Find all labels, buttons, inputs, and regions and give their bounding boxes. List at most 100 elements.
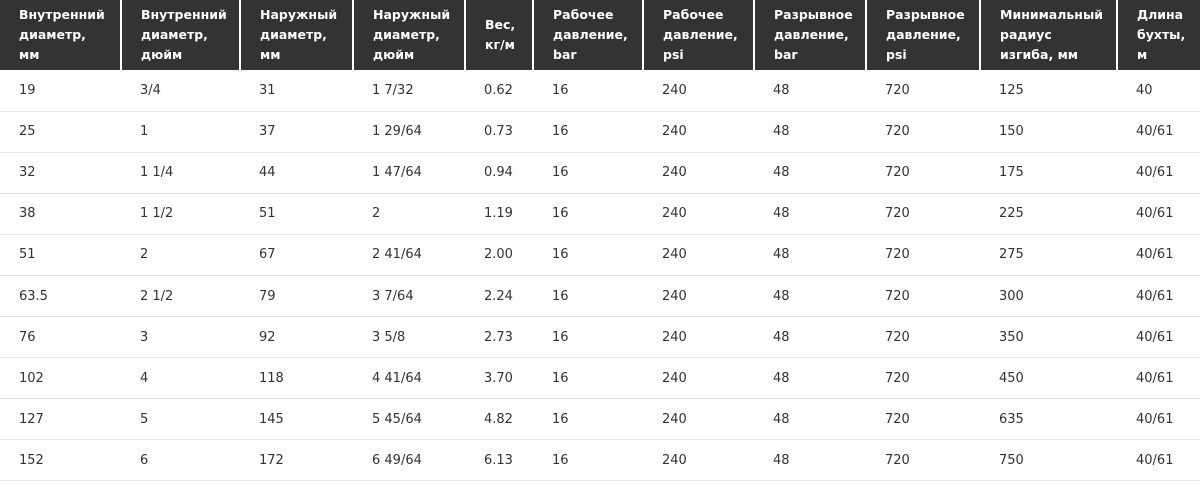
table-cell: 240 — [643, 316, 754, 359]
table-cell: 3/4 — [121, 70, 240, 112]
table-cell: 79 — [240, 275, 353, 318]
table-row: 76 3 92 3 5/8 2.73 16 240 48 720 350 40/61 — [0, 316, 1200, 359]
table-cell: 48 — [754, 357, 866, 400]
table-cell: 2.24 — [465, 275, 533, 318]
header-cell: Разрывное давление, psi — [866, 0, 981, 70]
table-row: 25 1 37 1 29/64 0.73 16 240 48 720 150 40/61 — [0, 111, 1200, 153]
header-cell: Вес, кг/м — [465, 0, 534, 70]
table-row: 152 6 172 6 49/64 6.13 16 240 48 720 750 40/61 — [0, 439, 1200, 482]
table-cell: 172 — [240, 439, 353, 482]
table-cell: 40/61 — [1117, 111, 1200, 153]
table-cell: 44 — [240, 152, 353, 194]
table-cell: 240 — [643, 439, 754, 482]
table-cell: 16 — [533, 316, 643, 359]
table-row: 32 1 1/4 44 1 47/64 0.94 16 240 48 720 175 40/61 — [0, 152, 1200, 194]
table-row: 63.5 2 1/2 79 3 7/64 2.24 16 240 48 720 300 40/61 — [0, 275, 1200, 318]
table-cell: 51 — [0, 234, 121, 276]
table-cell: 102 — [0, 357, 121, 400]
table-cell: 3 5/8 — [353, 316, 465, 359]
table-cell: 48 — [754, 193, 866, 235]
table-cell: 3 7/64 — [353, 275, 465, 318]
table-cell: 48 — [754, 111, 866, 153]
table-cell: 720 — [866, 439, 980, 482]
table-cell: 240 — [643, 398, 754, 441]
table-cell: 1 47/64 — [353, 152, 465, 194]
table-cell: 16 — [533, 234, 643, 276]
table-cell: 48 — [754, 275, 866, 318]
table-cell: 16 — [533, 398, 643, 441]
table-header: Внутренний диаметр, мм Внутренний диаметр… — [0, 0, 1200, 70]
table-cell: 240 — [643, 152, 754, 194]
table-cell: 240 — [643, 70, 754, 112]
table-cell: 240 — [643, 234, 754, 276]
table-cell: 720 — [866, 193, 980, 235]
table-cell: 2 — [353, 193, 465, 235]
table-cell: 0.62 — [465, 70, 533, 112]
table-cell: 37 — [240, 111, 353, 153]
table-cell: 16 — [533, 152, 643, 194]
header-row: Внутренний диаметр, мм Внутренний диаметр… — [0, 0, 1200, 70]
table-cell: 127 — [0, 398, 121, 441]
table-cell: 32 — [0, 152, 121, 194]
table-cell: 16 — [533, 70, 643, 112]
table-body: 19 3/4 31 1 7/32 0.62 16 240 48 720 125 40 25 1 37 1 2… — [0, 70, 1200, 482]
table-cell: 720 — [866, 70, 980, 112]
table-cell: 5 45/64 — [353, 398, 465, 441]
table-cell: 3 — [121, 316, 240, 359]
header-cell: Внутренний диаметр, мм — [0, 0, 122, 70]
table-cell: 63.5 — [0, 275, 121, 318]
table-cell: 145 — [240, 398, 353, 441]
table-cell: 240 — [643, 193, 754, 235]
table-cell: 4 41/64 — [353, 357, 465, 400]
table-cell: 16 — [533, 275, 643, 318]
table-cell: 40/61 — [1117, 357, 1200, 400]
table-cell: 40/61 — [1117, 439, 1200, 482]
table-cell: 40/61 — [1117, 152, 1200, 194]
table-cell: 2 1/2 — [121, 275, 240, 318]
table-row: 127 5 145 5 45/64 4.82 16 240 48 720 635 40/61 — [0, 398, 1200, 441]
table-cell: 25 — [0, 111, 121, 153]
table-cell: 720 — [866, 234, 980, 276]
header-cell: Разрывное давление, bar — [754, 0, 867, 70]
table-cell: 5 — [121, 398, 240, 441]
header-cell: Рабочее давление, psi — [643, 0, 755, 70]
table-cell: 1.19 — [465, 193, 533, 235]
header-cell: Рабочее давление, bar — [533, 0, 644, 70]
table-cell: 1 29/64 — [353, 111, 465, 153]
table-cell: 6.13 — [465, 439, 533, 482]
table-cell: 40/61 — [1117, 193, 1200, 235]
table-cell: 48 — [754, 152, 866, 194]
table-cell: 720 — [866, 398, 980, 441]
header-cell: Внутренний диаметр, дюйм — [121, 0, 241, 70]
table-cell: 76 — [0, 316, 121, 359]
table-cell: 2 — [121, 234, 240, 276]
table-row: 19 3/4 31 1 7/32 0.62 16 240 48 720 125 40 — [0, 70, 1200, 112]
table-cell: 2.73 — [465, 316, 533, 359]
table-cell: 240 — [643, 111, 754, 153]
table-cell: 225 — [980, 193, 1117, 235]
table-cell: 1 1/4 — [121, 152, 240, 194]
table-cell: 38 — [0, 193, 121, 235]
table-cell: 16 — [533, 111, 643, 153]
table-cell: 275 — [980, 234, 1117, 276]
table-cell: 3.70 — [465, 357, 533, 400]
table-cell: 0.73 — [465, 111, 533, 153]
table-row: 51 2 67 2 41/64 2.00 16 240 48 720 275 40/61 — [0, 234, 1200, 276]
table-cell: 300 — [980, 275, 1117, 318]
table-cell: 2.00 — [465, 234, 533, 276]
table-cell: 350 — [980, 316, 1117, 359]
table-cell: 720 — [866, 357, 980, 400]
table-cell: 19 — [0, 70, 121, 112]
table-cell: 40/61 — [1117, 275, 1200, 318]
table-row: 38 1 1/2 51 2 1.19 16 240 48 720 225 40/61 — [0, 193, 1200, 235]
table-cell: 750 — [980, 439, 1117, 482]
table-cell: 31 — [240, 70, 353, 112]
table-cell: 40/61 — [1117, 316, 1200, 359]
table-cell: 48 — [754, 234, 866, 276]
table-cell: 240 — [643, 357, 754, 400]
table-cell: 16 — [533, 357, 643, 400]
table-cell: 51 — [240, 193, 353, 235]
table-cell: 150 — [980, 111, 1117, 153]
